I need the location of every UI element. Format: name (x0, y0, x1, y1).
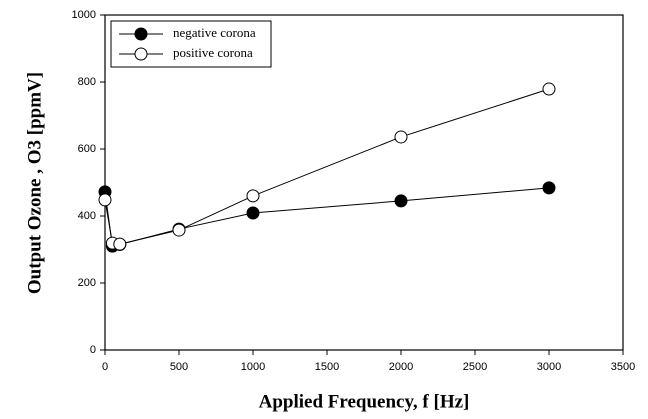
data-point (542, 82, 556, 96)
data-point (542, 181, 556, 195)
x-tick-label: 500 (170, 361, 188, 373)
x-tick-label: 1000 (241, 361, 265, 373)
x-tick-label: 0 (102, 361, 108, 373)
y-tick-label: 200 (78, 277, 96, 289)
legend-label: positive corona (173, 45, 253, 60)
data-point (172, 223, 186, 237)
data-point (113, 237, 127, 251)
x-tick-label: 1500 (315, 361, 339, 373)
data-point (394, 130, 408, 144)
y-tick-label: 0 (90, 344, 96, 356)
y-tick-label: 600 (78, 143, 96, 155)
data-point (394, 194, 408, 208)
series-line (104, 88, 550, 245)
data-point (98, 193, 112, 207)
x-tick-label: 3000 (537, 361, 561, 373)
legend-marker (134, 47, 148, 61)
data-point (246, 189, 260, 203)
series-line (104, 187, 550, 247)
y-axis-label: Output Ozone , O3 [ppmV] (24, 72, 45, 294)
legend-marker (134, 27, 148, 41)
y-tick-label: 1000 (72, 9, 96, 21)
y-tick-label: 800 (78, 76, 96, 88)
plot-frame (104, 14, 624, 351)
x-tick-label: 3500 (611, 361, 635, 373)
y-tick-label: 400 (78, 210, 96, 222)
x-tick-label: 2000 (389, 361, 413, 373)
x-tick-label: 2500 (463, 361, 487, 373)
data-point (246, 206, 260, 220)
x-axis-label: Applied Frequency, f [Hz] (259, 391, 470, 412)
legend-label: negative corona (173, 25, 256, 40)
